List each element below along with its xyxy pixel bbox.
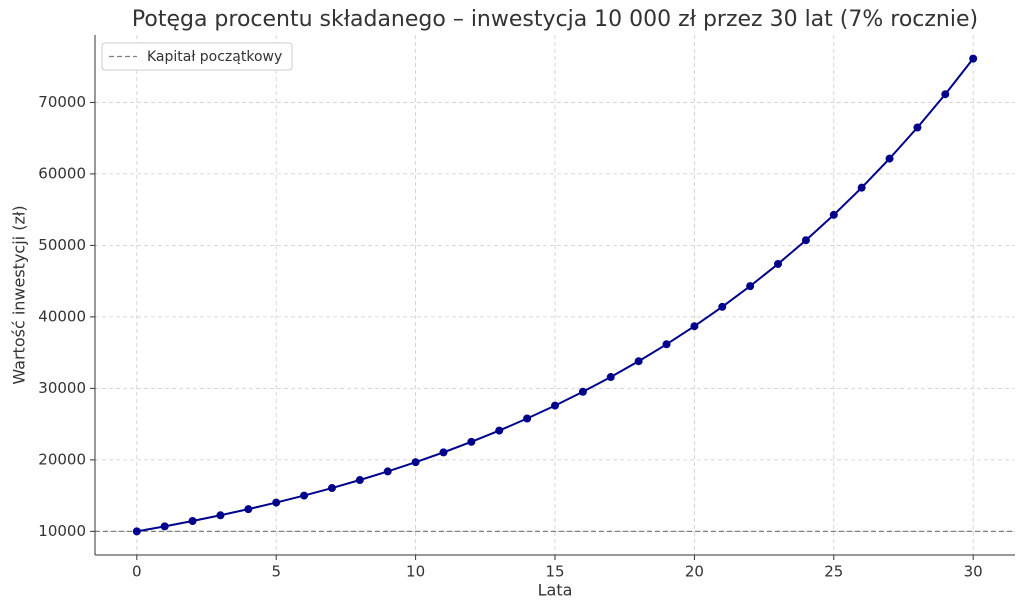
legend-box <box>101 42 293 71</box>
x-tick-label: 10 <box>406 563 425 581</box>
point <box>829 210 838 219</box>
point <box>746 282 755 291</box>
point <box>774 259 783 268</box>
x-tick-label: 5 <box>271 563 281 581</box>
point <box>718 302 727 311</box>
point <box>913 123 922 132</box>
point <box>439 448 448 457</box>
point <box>523 414 532 423</box>
point <box>606 373 615 382</box>
point <box>857 183 866 192</box>
x-tick-label: 0 <box>132 563 142 581</box>
point <box>495 426 504 435</box>
point <box>662 340 671 349</box>
y-tick-label: 50000 <box>38 236 86 254</box>
chart-title: Potęga procentu składanego – inwestycja … <box>132 7 978 32</box>
x-tick-label: 20 <box>685 563 704 581</box>
point <box>467 437 476 446</box>
point <box>188 517 197 526</box>
point <box>160 522 169 531</box>
point <box>355 476 364 485</box>
point <box>969 54 978 63</box>
x-axis-label: Lata <box>538 581 573 600</box>
point <box>411 458 420 467</box>
x-tick-label: 15 <box>545 563 564 581</box>
point <box>327 484 336 493</box>
y-tick-label: 20000 <box>38 450 86 468</box>
point <box>216 511 225 520</box>
point <box>634 357 643 366</box>
point <box>551 401 559 410</box>
point <box>244 505 253 514</box>
point <box>300 491 309 500</box>
legend-label: Kapitał początkowy <box>147 49 282 65</box>
y-tick-label: 10000 <box>38 522 86 540</box>
point <box>801 236 810 245</box>
x-tick-label: 25 <box>824 563 843 581</box>
y-tick-label: 40000 <box>38 307 86 325</box>
y-tick-label: 70000 <box>38 93 86 111</box>
point <box>885 154 894 163</box>
point <box>132 527 141 536</box>
point <box>690 322 699 331</box>
y-axis-label: Wartość inwestycji (zł) <box>10 205 29 384</box>
y-tick-label: 30000 <box>38 379 86 397</box>
point <box>941 90 950 99</box>
y-tick-label: 60000 <box>38 164 86 182</box>
point <box>578 387 587 396</box>
point <box>383 467 392 476</box>
point <box>272 498 281 507</box>
x-tick-label: 30 <box>964 563 983 581</box>
